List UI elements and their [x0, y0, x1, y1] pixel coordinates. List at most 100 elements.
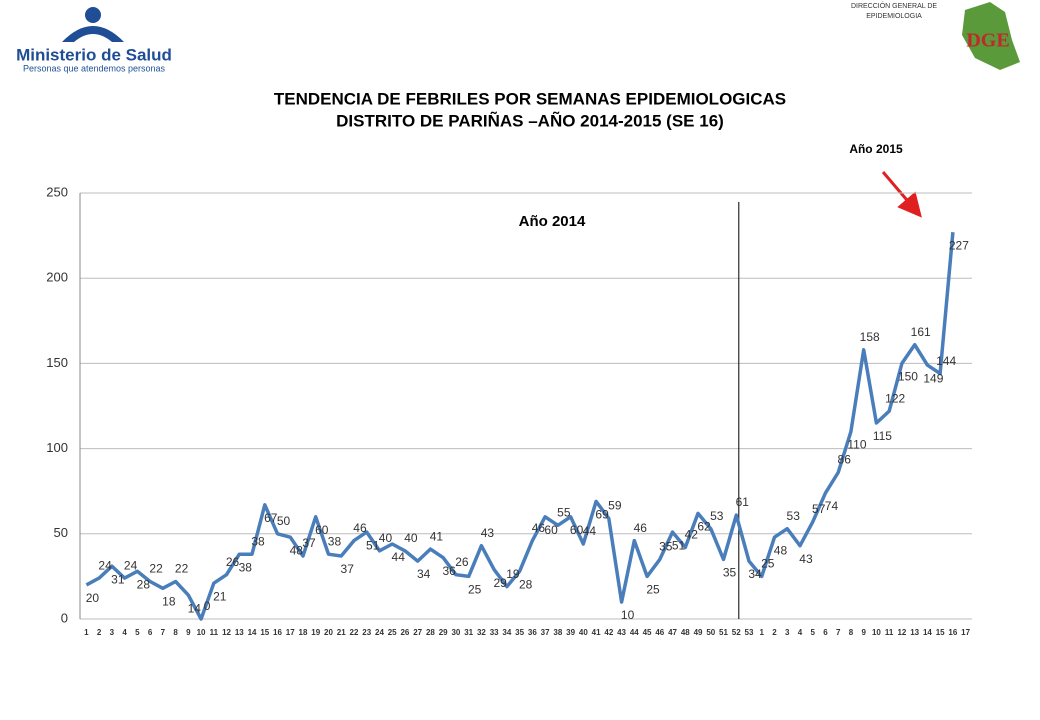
- x-tick-label: 12: [897, 628, 906, 637]
- x-tick-label: 15: [260, 628, 269, 637]
- data-label: 26: [226, 555, 240, 569]
- x-tick-label: 6: [823, 628, 828, 637]
- data-label: 53: [787, 509, 801, 523]
- data-label: 86: [838, 453, 852, 467]
- y-tick-label: 50: [54, 525, 68, 540]
- data-label: 43: [799, 552, 813, 566]
- x-tick-label: 42: [604, 628, 613, 637]
- x-tick-label: 2: [772, 628, 777, 637]
- x-tick-label: 3: [110, 628, 115, 637]
- x-tick-label: 10: [872, 628, 881, 637]
- x-tick-label: 8: [849, 628, 854, 637]
- data-label: 110: [847, 438, 866, 452]
- y-tick-label: 100: [46, 440, 68, 455]
- line-series: [85, 232, 955, 621]
- data-label: 44: [583, 524, 597, 538]
- data-label: 43: [481, 526, 495, 540]
- data-label: 14: [188, 601, 202, 615]
- data-label: 38: [239, 560, 253, 574]
- x-tick-label: 38: [553, 628, 562, 637]
- x-tick-label: 5: [135, 628, 140, 637]
- data-label: 48: [774, 543, 788, 557]
- x-tick-label: 43: [617, 628, 626, 637]
- data-label: 55: [557, 505, 571, 519]
- y-tick-label: 0: [61, 610, 68, 625]
- chart-title: TENDENCIA DE FEBRILES POR SEMANAS EPIDEM…: [274, 89, 786, 108]
- data-label: 144: [936, 354, 956, 368]
- x-tick-label: 1: [84, 628, 89, 637]
- x-tick-label: 34: [502, 628, 511, 637]
- data-label: 46: [532, 521, 546, 535]
- data-label: 67: [264, 511, 278, 525]
- data-label: 40: [404, 531, 418, 545]
- annotation: Año 2015: [849, 142, 903, 156]
- x-tick-label: 24: [375, 628, 384, 637]
- data-label: 57: [812, 502, 826, 516]
- data-label: 25: [646, 583, 660, 597]
- annotation: Año 2014: [519, 213, 586, 230]
- logo-title: Ministerio de Salud: [16, 45, 172, 64]
- data-label: 24: [98, 558, 112, 572]
- x-tick-label: 12: [222, 628, 231, 637]
- data-label: 44: [392, 550, 406, 564]
- x-tick-label: 13: [235, 628, 244, 637]
- x-tick-label: 7: [836, 628, 841, 637]
- x-tick-label: 44: [630, 628, 639, 637]
- data-label: 28: [519, 577, 533, 591]
- x-tick-label: 9: [186, 628, 191, 637]
- data-label: 28: [137, 577, 151, 591]
- x-tick-label: 22: [350, 628, 359, 637]
- chart-subtitle: DISTRITO DE PARIÑAS –AÑO 2014-2015 (SE 1…: [336, 110, 724, 130]
- x-tick-label: 32: [477, 628, 486, 637]
- data-label: 158: [860, 330, 880, 344]
- data-label: 61: [736, 495, 750, 509]
- logo-subtitle: Personas que atendemos personas: [23, 63, 166, 73]
- x-tick-label: 51: [719, 628, 728, 637]
- x-tick-label: 33: [490, 628, 499, 637]
- x-tick-label: 47: [668, 628, 677, 637]
- x-tick-label: 31: [464, 628, 473, 637]
- x-tick-label: 1: [760, 628, 765, 637]
- data-label: 46: [353, 521, 367, 535]
- minsa-logo: Ministerio de Salud Personas que atendem…: [16, 7, 172, 73]
- x-tick-label: 11: [885, 628, 894, 637]
- x-tick-label: 16: [273, 628, 282, 637]
- x-tick-label: 4: [798, 628, 803, 637]
- x-tick-label: 50: [706, 628, 715, 637]
- data-label: 0: [204, 599, 211, 613]
- x-tick-label: 49: [694, 628, 703, 637]
- data-label: 48: [290, 543, 304, 557]
- x-tick-label: 23: [362, 628, 371, 637]
- map-shape: [962, 2, 1020, 70]
- data-label: 59: [608, 499, 622, 513]
- data-label: 42: [685, 528, 699, 542]
- x-tick-label: 17: [961, 628, 970, 637]
- x-tick-label: 36: [528, 628, 537, 637]
- data-label: 38: [251, 534, 265, 548]
- dge-logo: DGE: [962, 2, 1020, 70]
- x-tick-label: 18: [299, 628, 308, 637]
- x-tick-label: 35: [515, 628, 524, 637]
- x-tick-label: 19: [311, 628, 320, 637]
- data-label: 20: [86, 591, 100, 605]
- data-label: 60: [570, 523, 584, 537]
- dge-text: DGE: [966, 30, 1009, 52]
- data-label: 35: [723, 566, 737, 580]
- logo-head: [85, 7, 101, 23]
- x-tick-label: 4: [122, 628, 127, 637]
- agency-line: DIRECCIÓN GENERAL DE: [851, 1, 937, 10]
- data-label: 60: [544, 523, 558, 537]
- data-label: 122: [885, 391, 905, 405]
- x-tick-label: 41: [592, 628, 601, 637]
- data-label: 24: [124, 558, 138, 572]
- x-tick-label: 10: [197, 628, 206, 637]
- agency-line: EPIDEMIOLOGIA: [866, 13, 922, 20]
- x-tick-label: 40: [579, 628, 588, 637]
- data-label: 26: [455, 555, 469, 569]
- data-label: 22: [149, 562, 163, 576]
- data-label: 10: [621, 608, 635, 622]
- data-label: 34: [748, 567, 762, 581]
- x-tick-label: 27: [413, 628, 422, 637]
- data-label: 41: [430, 529, 444, 543]
